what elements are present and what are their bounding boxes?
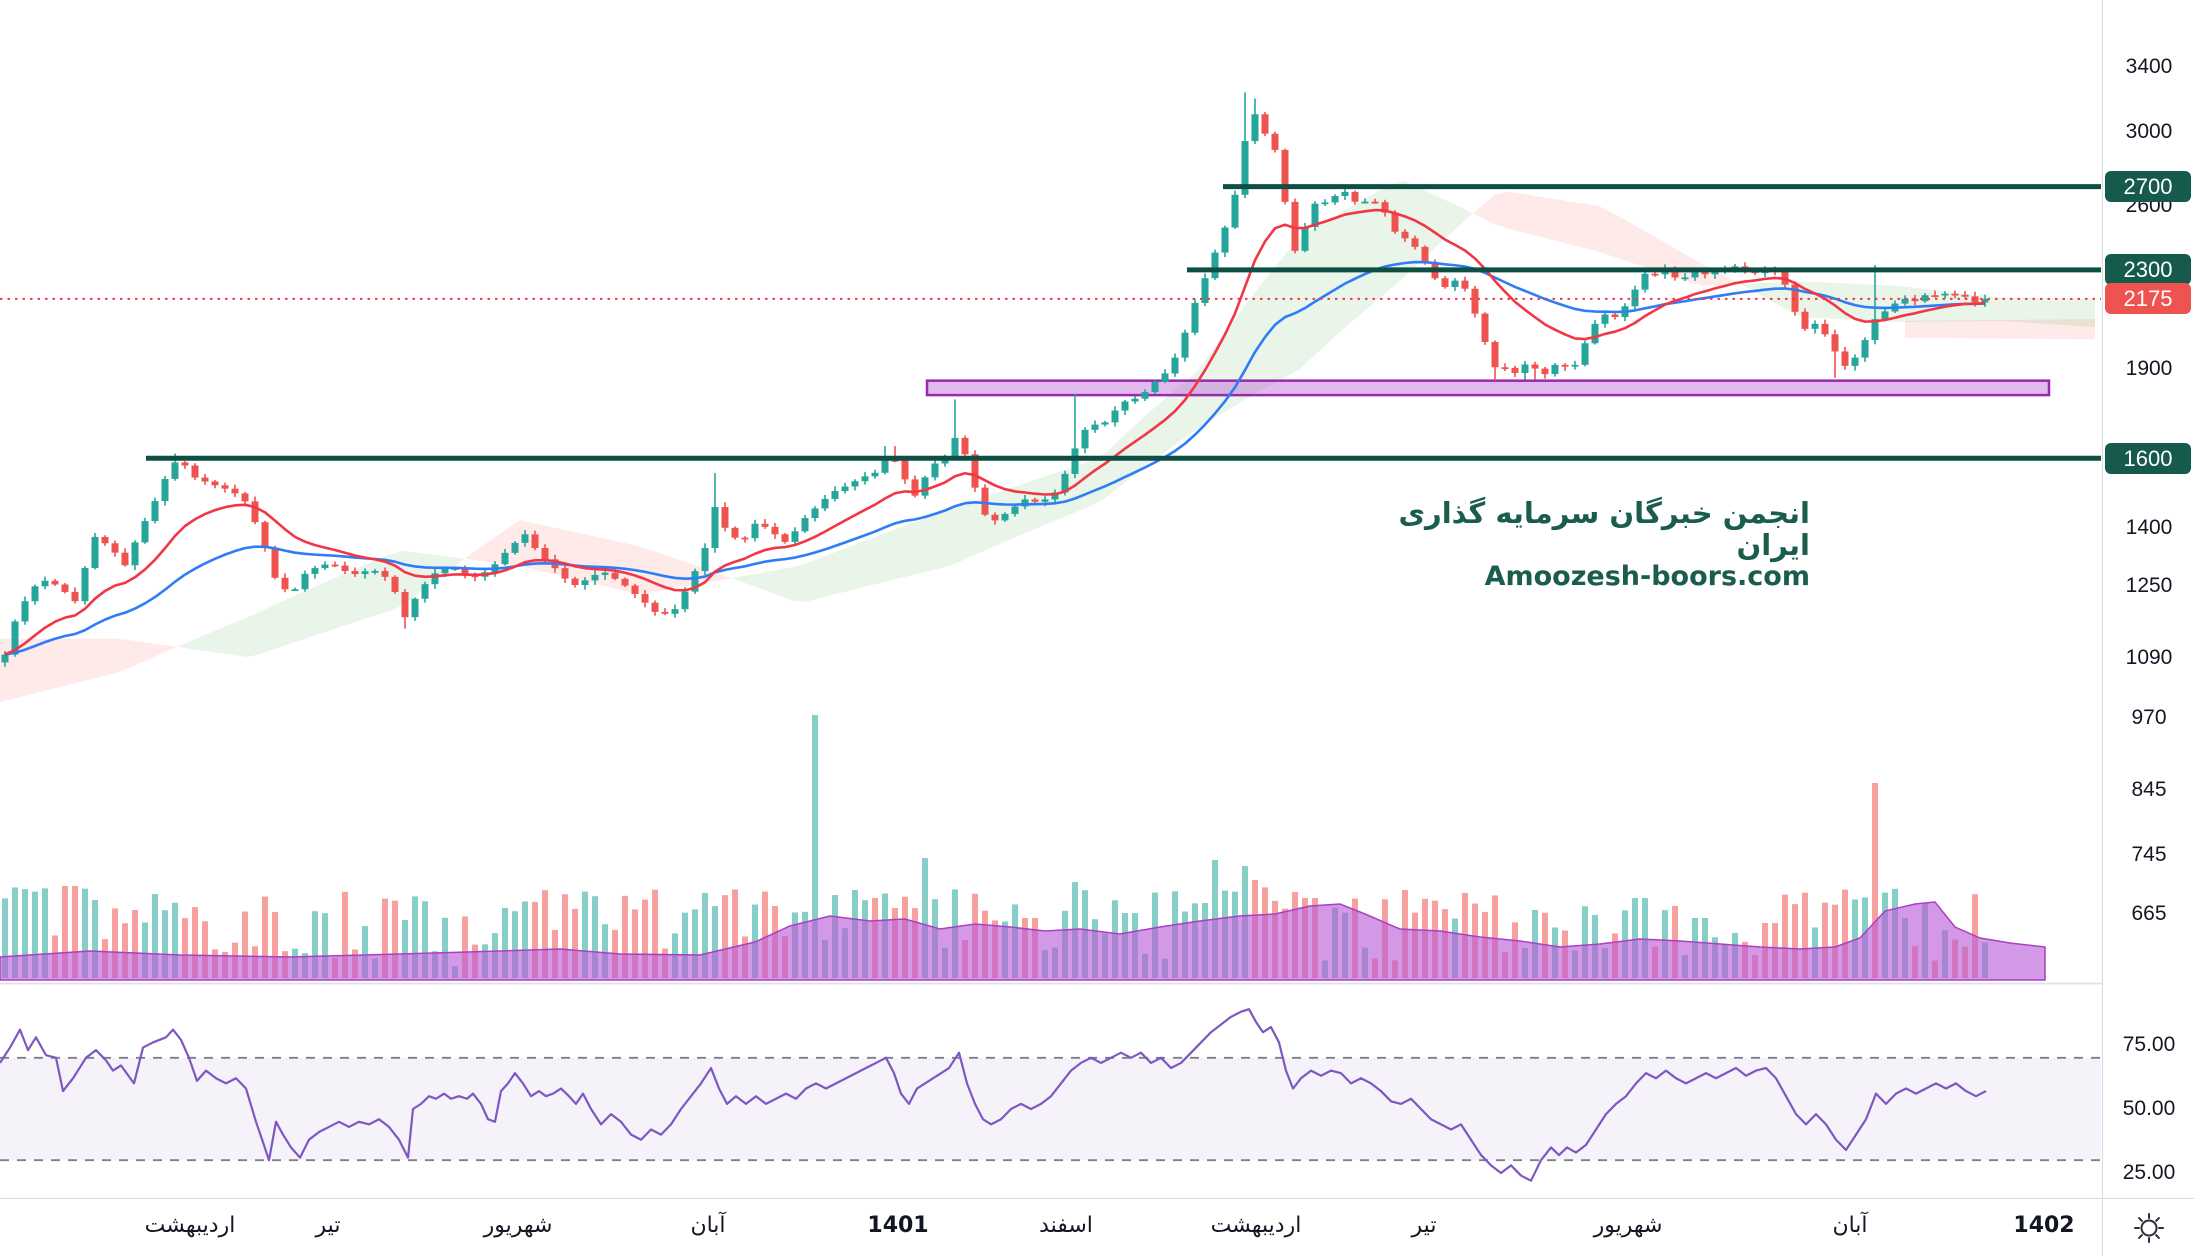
price-axis[interactable]: 3400 3000 2600 1900 1400 1250 1090 970 845 745 665… xyxy=(2102,0,2194,1198)
watermark-line-persian: انجمن خبرگان سرمایه گذاری ایران xyxy=(1398,496,1810,562)
volume-ma-area xyxy=(0,901,2046,981)
price-axis-label-1250: 1250 xyxy=(2125,574,2173,598)
time-axis-label: شهریور xyxy=(1593,1213,1663,1238)
rsi-axis-label-75.00: 75.00 xyxy=(2122,1033,2176,1056)
time-axis-label: اردیبهشت xyxy=(1210,1213,1302,1238)
time-axis-label: 1401 xyxy=(867,1213,929,1238)
price-axis-label-745: 745 xyxy=(2131,843,2167,867)
time-axis-label: شهریور xyxy=(483,1213,553,1238)
time-axis-label: اسفند xyxy=(1039,1213,1093,1238)
axis-corner xyxy=(2102,1198,2194,1256)
price-axis-label-665: 665 xyxy=(2131,902,2167,925)
watermark-line-latin: Amoozesh-boors.com xyxy=(1484,560,1810,592)
ma-slow-line xyxy=(4,260,1986,656)
rsi-line xyxy=(0,1008,1987,1182)
rsi-axis-label-25.00: 25.00 xyxy=(2122,1161,2176,1184)
level-badge-2700: 2700 xyxy=(2105,171,2191,203)
sun-icon[interactable] xyxy=(2130,1209,2168,1247)
price-axis-label-3400: 3400 xyxy=(2125,55,2173,78)
price-axis-label-1090: 1090 xyxy=(2125,645,2173,669)
last-price-badge: 2175 xyxy=(2105,283,2191,315)
watermark: انجمن خبرگان سرمایه گذاری ایران Amoozesh… xyxy=(1330,496,1810,592)
time-axis-label: تیر xyxy=(315,1213,341,1238)
supply-zone-rectangle xyxy=(925,379,2051,397)
time-axis-label: تیر xyxy=(1411,1213,1437,1238)
time-axis[interactable]: اردیبهشت تیر شهریور آبان 1401 اسفند اردیبهشت تی… xyxy=(0,1198,2102,1256)
price-axis-label-1900: 1900 xyxy=(2125,357,2173,381)
price-axis-label-3000: 3000 xyxy=(2125,119,2173,143)
price-axis-label-845: 845 xyxy=(2131,777,2167,801)
time-axis-label: آبان xyxy=(690,1213,726,1238)
ma-fast-line xyxy=(4,208,1986,656)
level-badge-1600: 1600 xyxy=(2105,442,2191,474)
level-badge-2300: 2300 xyxy=(2105,254,2191,286)
time-axis-label: آبان xyxy=(1832,1213,1868,1238)
price-axis-label-1400: 1400 xyxy=(2125,515,2173,539)
rsi-axis-label-50.00: 50.00 xyxy=(2122,1097,2176,1120)
time-axis-label: اردیبهشت xyxy=(144,1213,236,1238)
price-axis-label-970: 970 xyxy=(2131,706,2167,730)
time-axis-label: 1402 xyxy=(2013,1213,2075,1238)
